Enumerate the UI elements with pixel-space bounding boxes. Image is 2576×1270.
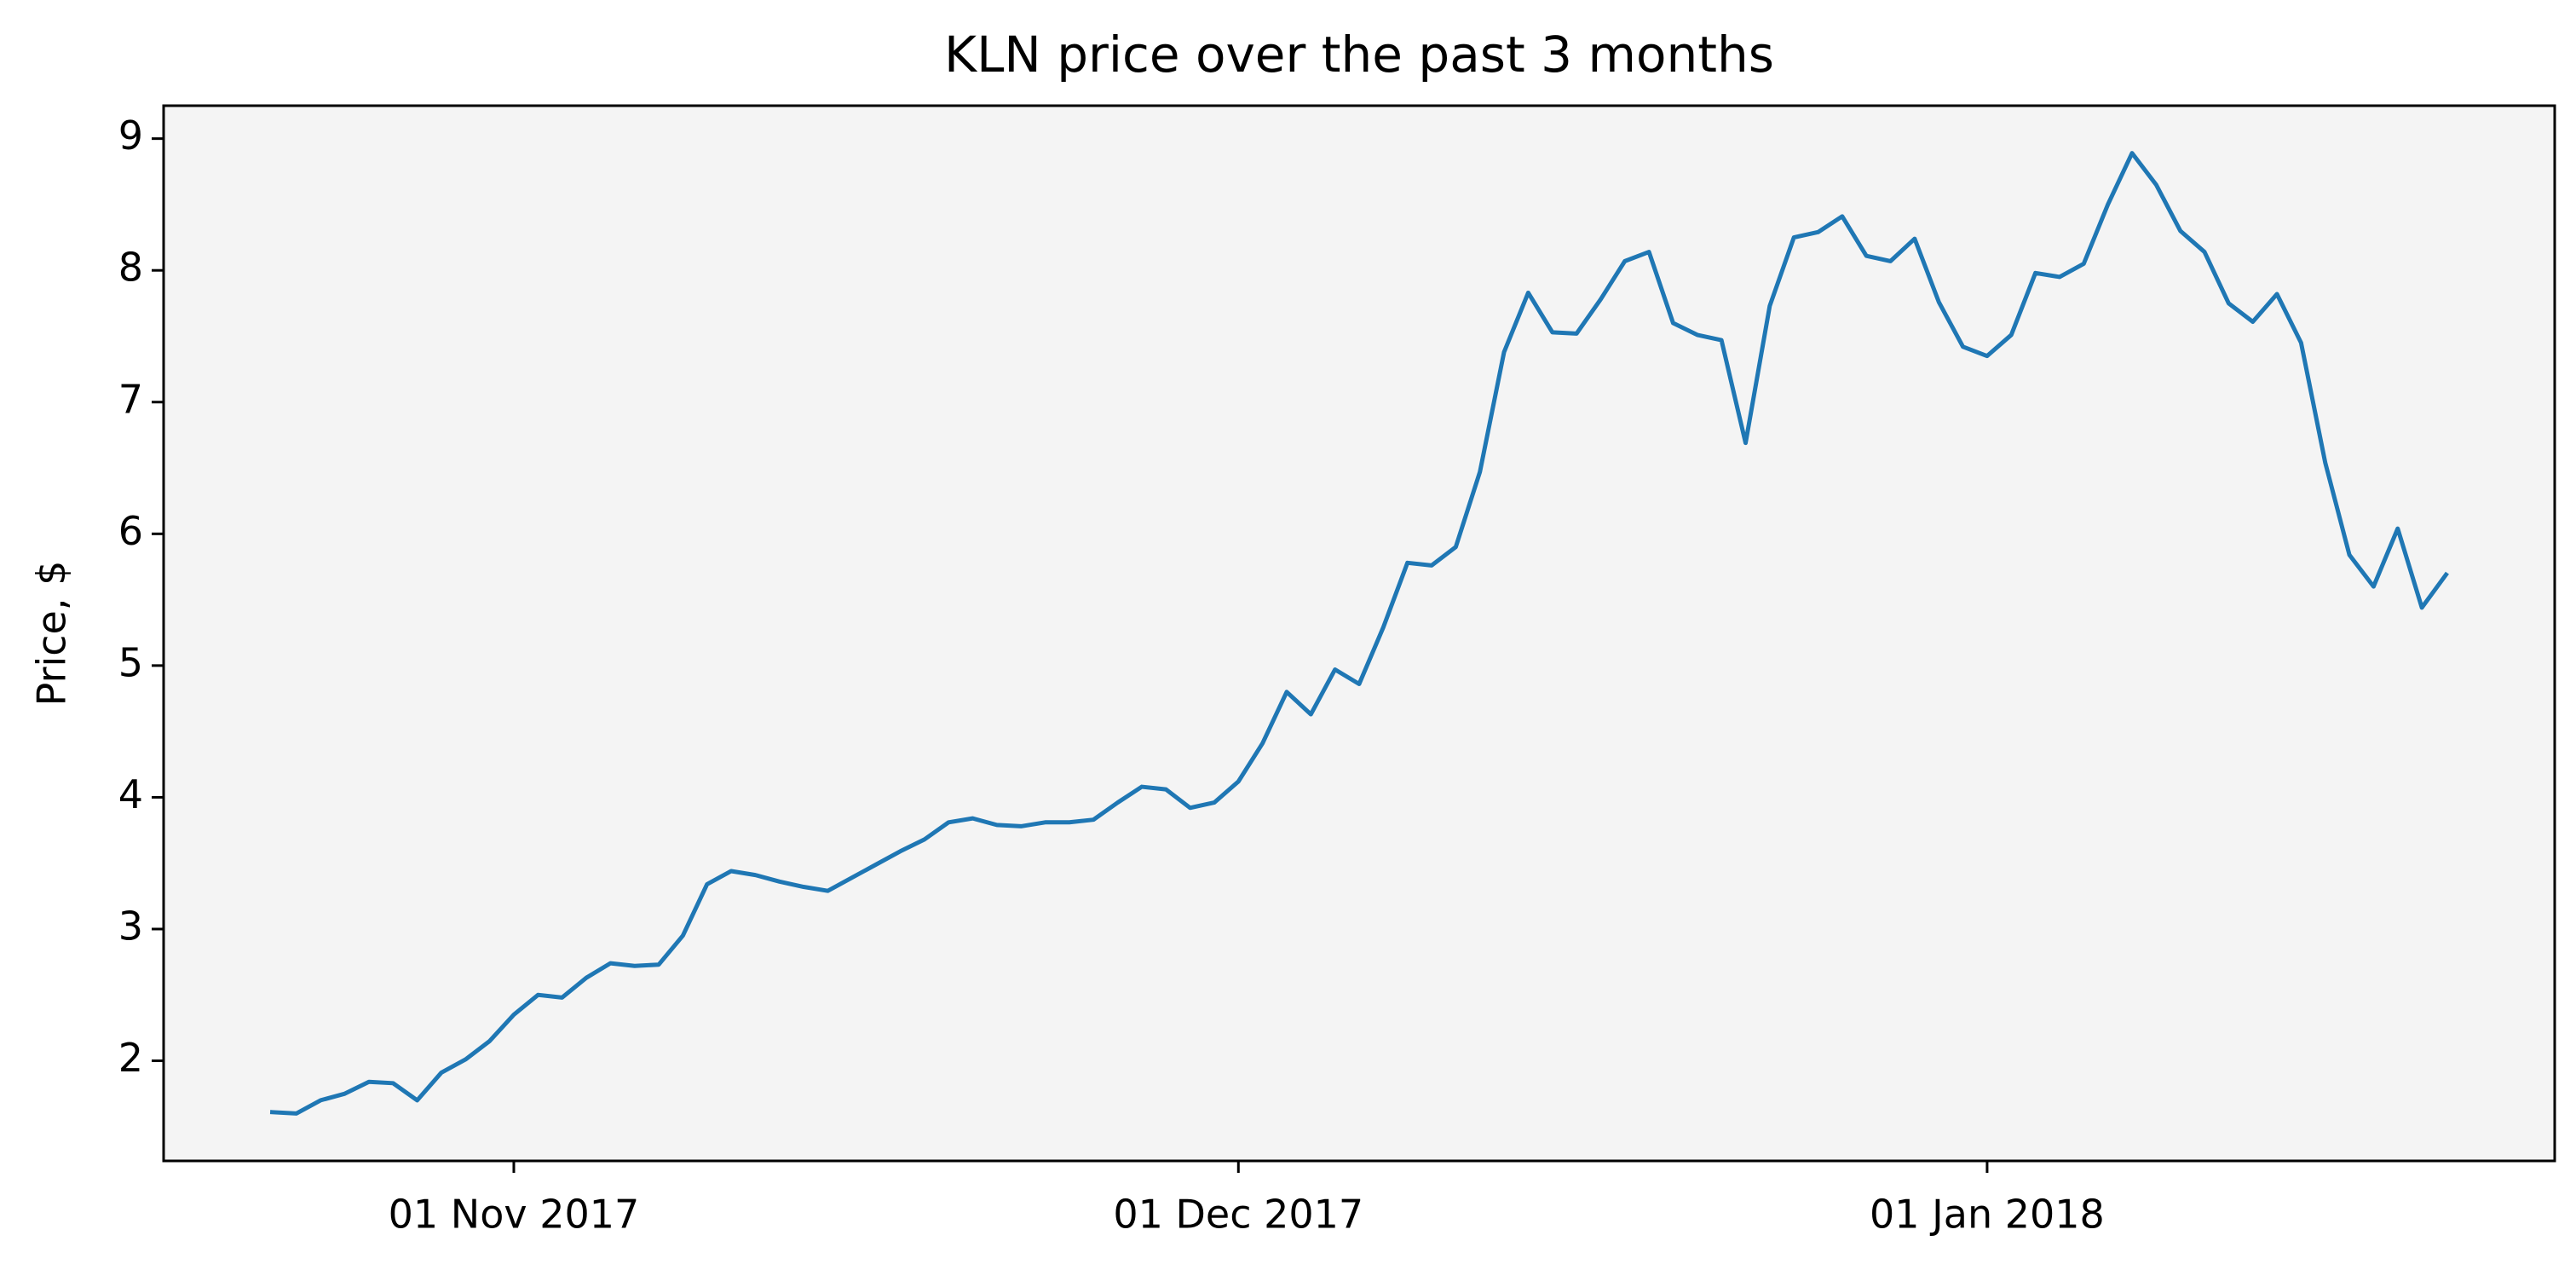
x-tick-label: 01 Nov 2017 <box>389 1192 640 1238</box>
x-tick-label: 01 Jan 2018 <box>1870 1192 2105 1238</box>
y-tick-label: 3 <box>118 903 143 949</box>
y-tick-label: 6 <box>118 508 143 554</box>
y-tick-label: 4 <box>118 771 143 817</box>
y-tick-label: 7 <box>118 376 143 422</box>
y-tick-label: 2 <box>118 1035 143 1081</box>
y-tick-label: 8 <box>118 245 143 291</box>
x-tick-label: 01 Dec 2017 <box>1113 1192 1363 1238</box>
y-tick-label: 9 <box>118 113 143 159</box>
price-line <box>269 151 2449 1116</box>
y-axis-label: Price, $ <box>29 561 75 707</box>
chart-title: KLN price over the past 3 months <box>944 26 1774 84</box>
plot-area <box>164 106 2555 1161</box>
axes-frame <box>162 104 2556 1163</box>
y-tick-label: 5 <box>118 639 143 685</box>
